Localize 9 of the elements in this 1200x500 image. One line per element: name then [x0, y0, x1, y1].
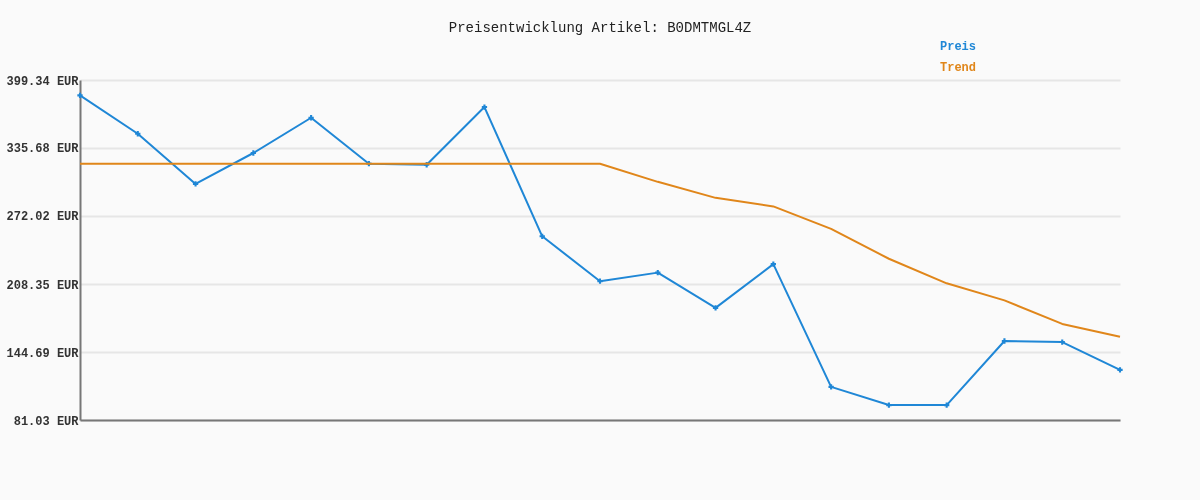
y-tick-label: 272.02 EUR — [6, 210, 80, 225]
y-tick-label: 335.68 EUR — [6, 142, 80, 157]
text: Preis — [940, 40, 977, 54]
chart-title: Preisentwicklung Artikel: B0DMTMGL4Z — [448, 20, 752, 36]
y-tick-label: 144.69 EUR — [6, 346, 80, 361]
y-tick-label: 208.35 EUR — [6, 278, 80, 293]
y-tick-label: 399.34 EUR — [6, 74, 80, 89]
y-tick-label: 81.03 EUR — [13, 414, 80, 429]
text: Trend — [940, 61, 977, 75]
